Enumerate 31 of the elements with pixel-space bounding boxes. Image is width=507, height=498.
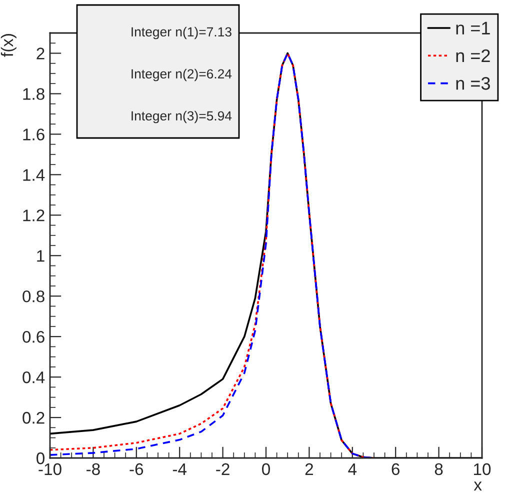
- legend-label: n =3: [456, 77, 490, 90]
- x-tick-label: 2: [305, 463, 313, 475]
- y-tick-label: 1: [37, 250, 44, 262]
- y-tick-label: 0: [36, 452, 44, 464]
- y-tick-label: 0.6: [22, 330, 44, 343]
- y-tick-label: 0.2: [22, 412, 44, 424]
- x-tick-label: -10: [38, 463, 62, 476]
- x-tick-label: 6: [392, 463, 400, 476]
- x-tick-label: -2: [216, 463, 230, 475]
- annotation: Integer n(3)=5.94: [132, 110, 232, 124]
- annotation: Integer n(2)=6.24: [132, 68, 232, 82]
- x-tick-label: -6: [130, 463, 144, 476]
- x-tick-label: 8: [434, 463, 443, 476]
- legend-label: n =1: [456, 22, 490, 34]
- legend-label: n =2: [456, 49, 490, 62]
- y-tick-label: 1.2: [23, 210, 44, 222]
- y-tick-label: 0.8: [22, 290, 44, 302]
- y-axis-title: f(x): [0, 34, 16, 57]
- x-tick-label: -4: [172, 463, 187, 475]
- x-tick-label: -8: [86, 463, 100, 476]
- x-tick-label: 4: [348, 463, 357, 475]
- x-axis-title: x: [474, 482, 482, 490]
- annotation: Integer n(1)=7.13: [132, 26, 232, 40]
- y-tick-label: 1.8: [23, 88, 44, 100]
- y-tick-label: 2: [36, 48, 44, 60]
- y-tick-label: 1.6: [23, 128, 44, 140]
- line-series: [50, 52, 375, 458]
- x-tick-label: 0: [262, 463, 270, 476]
- y-tick-label: 0.4: [22, 371, 45, 384]
- y-tick-label: 1.4: [23, 169, 45, 181]
- x-tick-label: 10: [474, 463, 491, 476]
